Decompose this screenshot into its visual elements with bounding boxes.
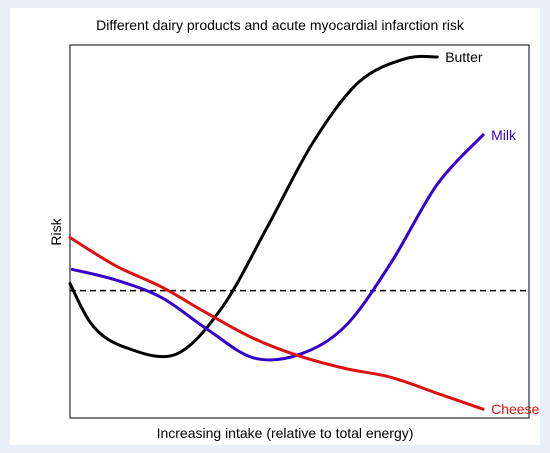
series-labels: Butter Milk Cheese bbox=[445, 49, 539, 417]
series-label-cheese: Cheese bbox=[491, 401, 539, 417]
y-axis-label: Risk bbox=[48, 217, 64, 245]
series-label-butter: Butter bbox=[445, 49, 483, 65]
x-axis-label: Increasing intake (relative to total ene… bbox=[157, 425, 414, 441]
series-layer bbox=[68, 54, 529, 411]
series-line-milk bbox=[70, 133, 485, 362]
series-label-milk: Milk bbox=[491, 127, 517, 143]
chart-svg: Different dairy products and acute myoca… bbox=[48, 17, 540, 441]
chart-figure: Different dairy products and acute myoca… bbox=[10, 8, 540, 445]
series-line-cheese bbox=[68, 236, 485, 411]
chart-title: Different dairy products and acute myoca… bbox=[96, 17, 465, 33]
plot-frame bbox=[69, 44, 530, 419]
series-line-butter bbox=[68, 54, 439, 359]
